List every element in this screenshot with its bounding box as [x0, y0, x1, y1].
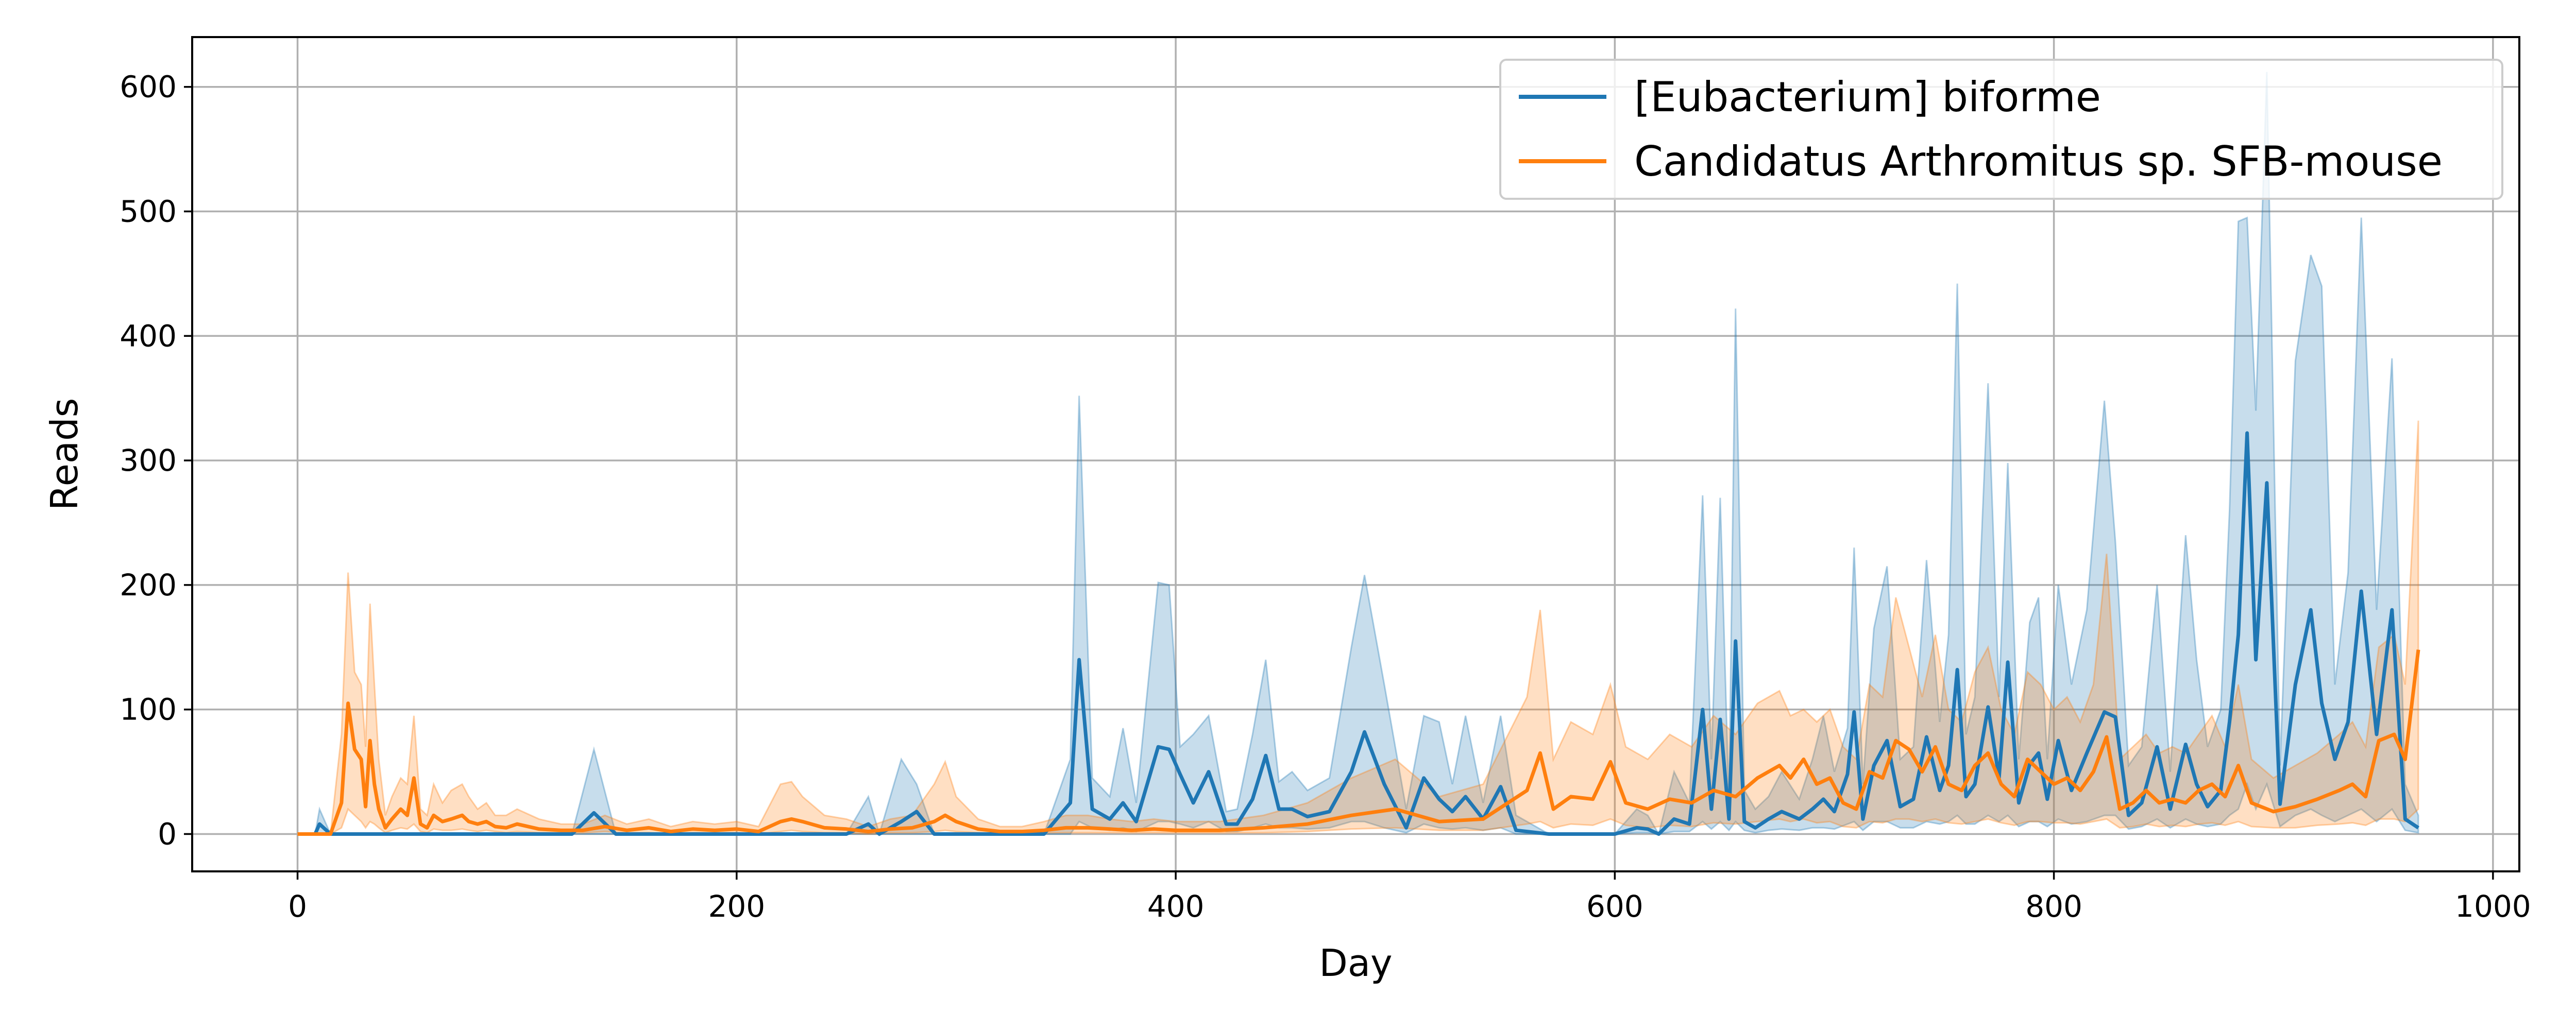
x-tick-label: 600 [1586, 889, 1643, 924]
x-tick-label: 800 [2025, 889, 2082, 924]
ticks: 0 200 400 600 800 1000 0 100 200 300 400 500 600 [120, 70, 2531, 924]
legend-label-series-1: Candidatus Arthromitus sp. SFB-mouse [1634, 138, 2443, 185]
y-tick-label: 100 [120, 692, 177, 727]
y-axis-title: Reads [43, 398, 86, 510]
y-tick-label: 0 [158, 816, 177, 851]
line-series-0 [297, 431, 2419, 836]
axes [191, 36, 2520, 872]
x-tick-label: 1000 [2455, 889, 2531, 924]
x-tick-label: 400 [1147, 889, 1205, 924]
x-tick-label: 200 [708, 889, 765, 924]
x-axis-title: Day [1319, 941, 1392, 985]
y-tick-label: 400 [120, 318, 177, 353]
y-tick-label: 200 [120, 568, 177, 603]
legend: [Eubacterium] biforme Candidatus Arthrom… [1499, 59, 2503, 200]
band-series-1 [297, 420, 2419, 835]
x-tick-label: 0 [288, 889, 307, 924]
series-lines [297, 431, 2420, 836]
y-tick-label: 300 [120, 443, 177, 478]
grid [192, 37, 2519, 871]
legend-box [1499, 59, 2503, 200]
line-series-1 [297, 649, 2420, 836]
band-series-0 [297, 72, 2419, 837]
y-tick-label: 600 [120, 70, 177, 105]
legend-label-series-0: [Eubacterium] biforme [1634, 73, 2101, 121]
y-tick-label: 500 [120, 194, 177, 229]
confidence-bands [297, 72, 2419, 837]
plot-frame [191, 36, 2520, 872]
